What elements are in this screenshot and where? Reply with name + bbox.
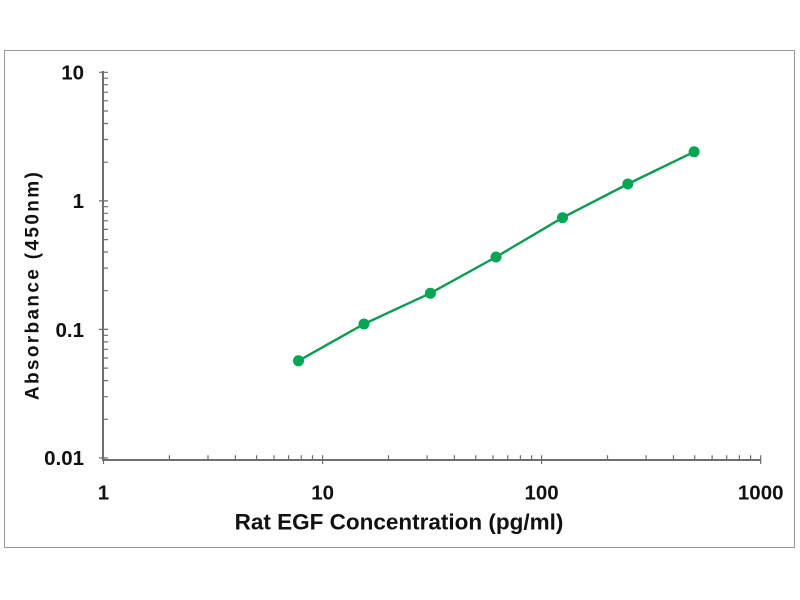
- svg-text:Absorbance (450nm): Absorbance (450nm): [23, 170, 44, 400]
- svg-text:1000: 1000: [738, 481, 784, 504]
- svg-text:0.01: 0.01: [44, 447, 84, 470]
- svg-text:10: 10: [311, 481, 334, 504]
- svg-text:1: 1: [98, 481, 109, 504]
- svg-text:100: 100: [524, 481, 558, 504]
- svg-text:10: 10: [61, 62, 84, 85]
- svg-text:Rat EGF Concentration (pg/ml): Rat EGF Concentration (pg/ml): [235, 510, 564, 535]
- svg-text:1: 1: [73, 190, 84, 213]
- svg-text:0.1: 0.1: [56, 319, 85, 342]
